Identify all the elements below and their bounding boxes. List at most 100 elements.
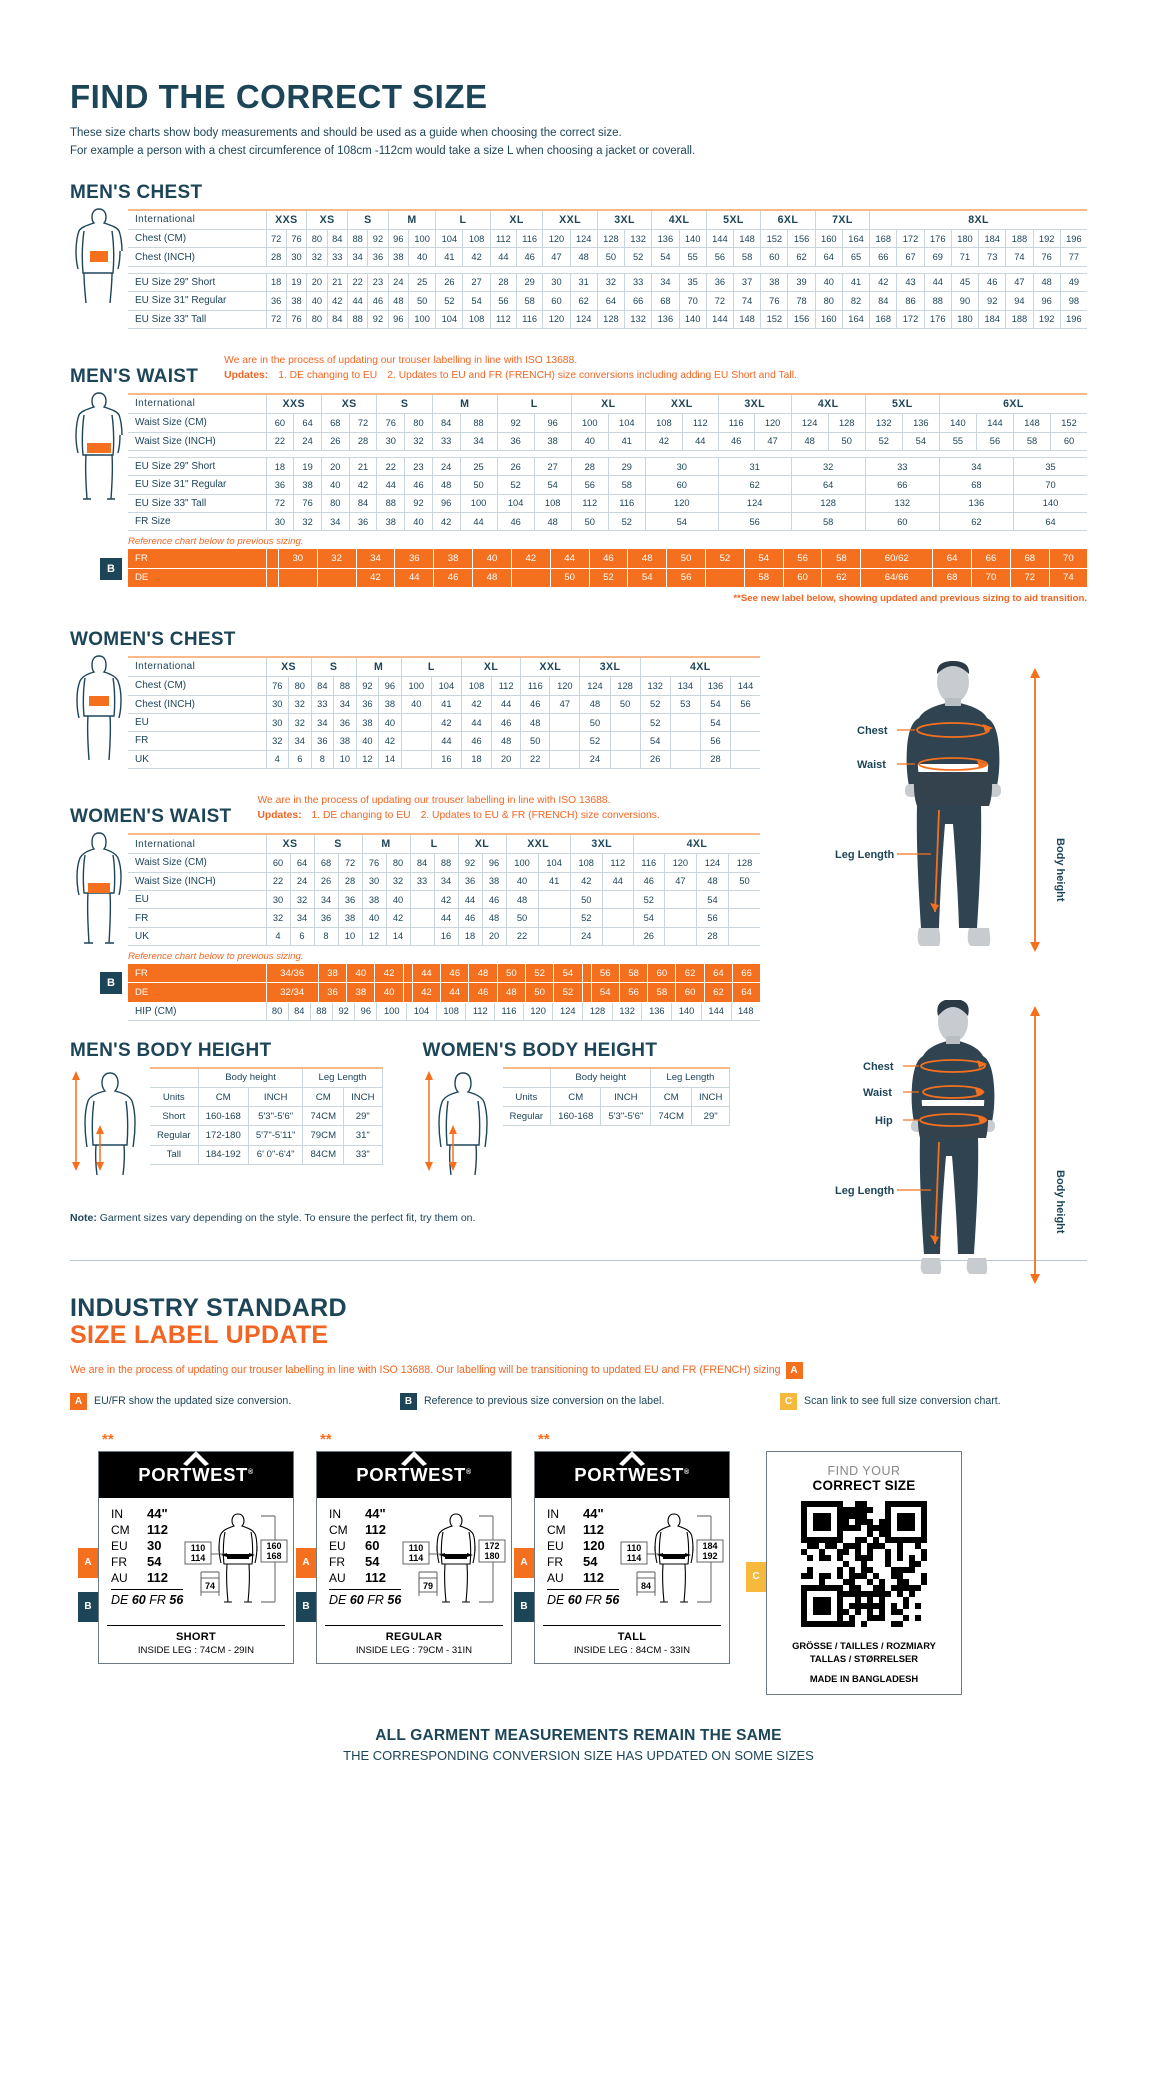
table-cell: 52 [497, 475, 535, 495]
label-spec-key: EU [329, 1538, 346, 1553]
label-spec-value: 112 [365, 1522, 386, 1538]
table-cell: 68 [939, 475, 1015, 495]
table-row: EU Size 33" Tall 72 76 80 84 88 92 96 100 104 108 1… [128, 310, 1087, 329]
womens-waist-table: International XS S M L XL XXL 3XL 4XL Waist Size … [128, 833, 760, 947]
table-cell: 54 [633, 908, 665, 928]
size-column-header: 8XL [869, 209, 1087, 230]
table-cell: 88 [333, 676, 357, 696]
table-cell: 76 [286, 310, 308, 329]
waist-box-top: 110 [409, 1543, 424, 1553]
reference-cell: 58 [619, 964, 649, 984]
key-text-c: Scan link to see full size conversion ch… [804, 1395, 1001, 1408]
table-cell: 33 [624, 272, 653, 293]
size-column-header: L [497, 393, 572, 415]
table-cell [538, 927, 571, 947]
table-cell: 148 [731, 1002, 760, 1021]
table-cell: 156 [787, 229, 816, 249]
table-cell: 21 [349, 456, 378, 477]
bh-group-leg-length: Leg Length [650, 1066, 731, 1089]
table-cell: 42 [645, 432, 683, 451]
mens-height-figure [70, 1067, 150, 1182]
reference-cell: 48 [627, 549, 668, 569]
table-cell [602, 927, 634, 947]
table-row: Chest (INCH) 28 30 32 33 34 36 38 40 41 42 44 46 47 48… [128, 247, 1087, 267]
table-cell: 54 [700, 713, 732, 733]
table-cell: 30 [376, 432, 406, 451]
table-cell: 76 [1033, 247, 1061, 267]
table-cell: 96 [1033, 291, 1061, 311]
size-column-header: S [347, 209, 389, 230]
table-cell: 76 [362, 853, 387, 873]
table-cell: 136 [651, 310, 680, 329]
table-cell: 96 [354, 1002, 378, 1021]
table-cell: 28 [490, 272, 518, 293]
row-label: FR [128, 908, 267, 928]
label-spec-value: 30 [147, 1538, 162, 1554]
table-cell: 132 [624, 229, 653, 249]
model-female-chest-label: Chest [863, 1061, 894, 1073]
table-cell: 32 [288, 713, 312, 733]
table-cell: 6 [290, 927, 315, 947]
label-measure-diagram: 110 114 160 168 74 [183, 1506, 293, 1617]
bh-row: Short 160-168 5'3"-5'6" 74CM 29" [150, 1106, 383, 1127]
table-cell: 52 [633, 890, 665, 910]
mens-chest-table: International XXS XS S M L XL XXL 3XL 4XL 5XL 6XL 7X… [128, 209, 1087, 329]
table-cell: 34 [939, 456, 1015, 477]
reference-row: DE 42 44 46 48 50 52 54 56 58 60 62 64/66 68 70 72 74 [128, 568, 1087, 588]
size-column-header: M [356, 656, 402, 678]
table-cell: 30 [362, 872, 387, 892]
mens-body-height-table: Body height Leg Length Units CM INCH CM INCH Sh… [150, 1066, 383, 1165]
table-cell: 46 [633, 872, 665, 892]
table-cell: 24 [570, 927, 603, 947]
table-cell: 116 [516, 229, 544, 249]
table-cell [670, 750, 701, 770]
table-cell: 88 [460, 413, 498, 433]
table-cell: 112 [491, 676, 522, 696]
table-cell: 124 [718, 494, 792, 514]
table-cell: 24 [293, 432, 322, 451]
table-cell: 50 [571, 512, 609, 532]
table-cell: 41 [538, 872, 571, 892]
table-cell: 98 [1060, 291, 1087, 311]
table-cell: 18 [458, 927, 483, 947]
row-label: Chest (INCH) [128, 695, 267, 714]
reference-cell: 56 [783, 549, 823, 569]
bh-units-row: Units CM INCH CM INCH [150, 1087, 383, 1108]
table-cell: 84 [327, 229, 348, 249]
label-spec-table: IN 44" CM 112 EU 60 FR 54 AU 112 [329, 1506, 386, 1586]
table-cell [602, 890, 634, 910]
table-cell: 27 [462, 272, 491, 293]
fit-name: REGULAR [385, 1630, 443, 1643]
table-cell: 4 [266, 750, 290, 770]
size-column-header: L [401, 656, 462, 678]
table-cell: 58 [1013, 432, 1052, 451]
table-cell [549, 731, 581, 751]
fr-value: 56 [605, 1592, 620, 1607]
table-cell: 48 [570, 247, 598, 267]
table-cell: 54 [534, 475, 572, 495]
mens-waist-updates-label: Updates: [224, 370, 269, 382]
table-cell: 33 [311, 695, 335, 714]
row-label: Waist Size (CM) [128, 413, 267, 433]
male-torso-figure [70, 207, 128, 329]
mens-waist-ref-table: FR 30 32 34 36 38 40 42 44 46 48 50 52 54 56 58 60/62 64 6… [128, 549, 1087, 588]
table-cell: 38 [388, 247, 410, 267]
table-cell: 48 [696, 872, 730, 892]
table-cell: 156 [787, 310, 816, 329]
table-cell: 22 [506, 927, 539, 947]
womens-waist-update-2: 2. Updates to EU & FR (FRENCH) size conv… [420, 810, 660, 822]
brand-name: PORTWEST [138, 1463, 248, 1485]
table-cell: 128 [828, 413, 866, 433]
table-cell: 84 [311, 676, 335, 696]
table-cell: 60 [266, 413, 295, 433]
tag-b-callout: B [296, 1591, 316, 1622]
table-cell: 20 [482, 927, 507, 947]
label-card: ** PORTWEST® IN 44" CM 112 EU 60 FR 54 AU 112 DE 60 … [296, 1432, 512, 1664]
table-cell: 38 [376, 512, 406, 532]
table-cell: 24 [432, 456, 461, 477]
reference-cell: 56 [619, 982, 649, 1003]
womens-waist-note: We are in the process of updating our tr… [257, 793, 659, 826]
table-cell: 84 [432, 413, 461, 433]
table-cell: 64 [597, 291, 626, 311]
table-row: Waist Size (CM) 60 64 68 72 76 80 84 88 92 96 100 10… [128, 413, 1087, 433]
